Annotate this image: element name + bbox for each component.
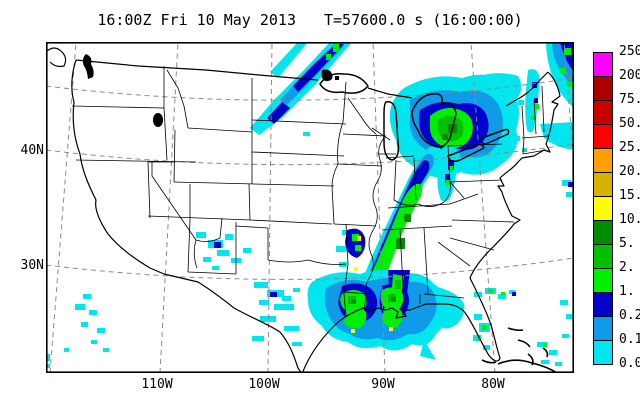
colorbar-box — [593, 340, 613, 365]
colorbar-box — [593, 52, 613, 77]
map-border — [46, 42, 575, 373]
lat-label-30n: 30N — [20, 258, 44, 273]
lon-label-90w: 90W — [371, 377, 395, 392]
colorbar-box — [593, 268, 613, 293]
colorbar-box — [593, 148, 613, 173]
colorbar-label: 10. — [619, 212, 640, 227]
colorbar-label: 50. — [619, 116, 640, 131]
plot-title: 16:00Z Fri 10 May 2013 T=57600.0 s (16:0… — [46, 11, 574, 29]
colorbar-label: 0.25 — [619, 308, 640, 323]
colorbar-box — [593, 100, 613, 125]
colorbar-box — [593, 292, 613, 317]
precip-layer — [46, 42, 574, 368]
colorbar-label: 5. — [619, 236, 635, 251]
colorbar-label: 200. — [619, 68, 640, 83]
colorbar-label: 75. — [619, 92, 640, 107]
colorbar-label: 1. — [619, 284, 635, 299]
colorbar: 250. 200. 75. 50. 25. 20. 15. 10. 5. 2. … — [593, 44, 640, 371]
colorbar-label: 20. — [619, 164, 640, 179]
colorbar-label: 2. — [619, 260, 635, 275]
colorbar-box — [593, 220, 613, 245]
lat-label-40n: 40N — [20, 143, 44, 158]
plot-title-datetime: 16:00Z Fri 10 May 2013 — [97, 11, 296, 29]
colorbar-box — [593, 124, 613, 149]
colorbar-label: 0.01 — [619, 356, 640, 371]
colorbar-label: 15. — [619, 188, 640, 203]
state-borders — [71, 66, 549, 317]
lon-label-110w: 110W — [141, 377, 173, 392]
colorbar-box — [593, 76, 613, 101]
colorbar-box — [593, 172, 613, 197]
lon-label-100w: 100W — [248, 377, 280, 392]
lon-label-80w: 80W — [481, 377, 505, 392]
coastline-layer — [45, 47, 561, 375]
colorbar-label: 0.10 — [619, 332, 640, 347]
map-canvas — [45, 41, 592, 375]
colorbar-box — [593, 316, 613, 341]
plot-title-timestep: T=57600.0 s (16:00:00) — [324, 11, 523, 29]
colorbar-label: 25. — [619, 140, 640, 155]
colorbar-box — [593, 244, 613, 269]
colorbar-label: 250. — [619, 44, 640, 59]
map-frame — [45, 41, 592, 375]
colorbar-box — [593, 196, 613, 221]
